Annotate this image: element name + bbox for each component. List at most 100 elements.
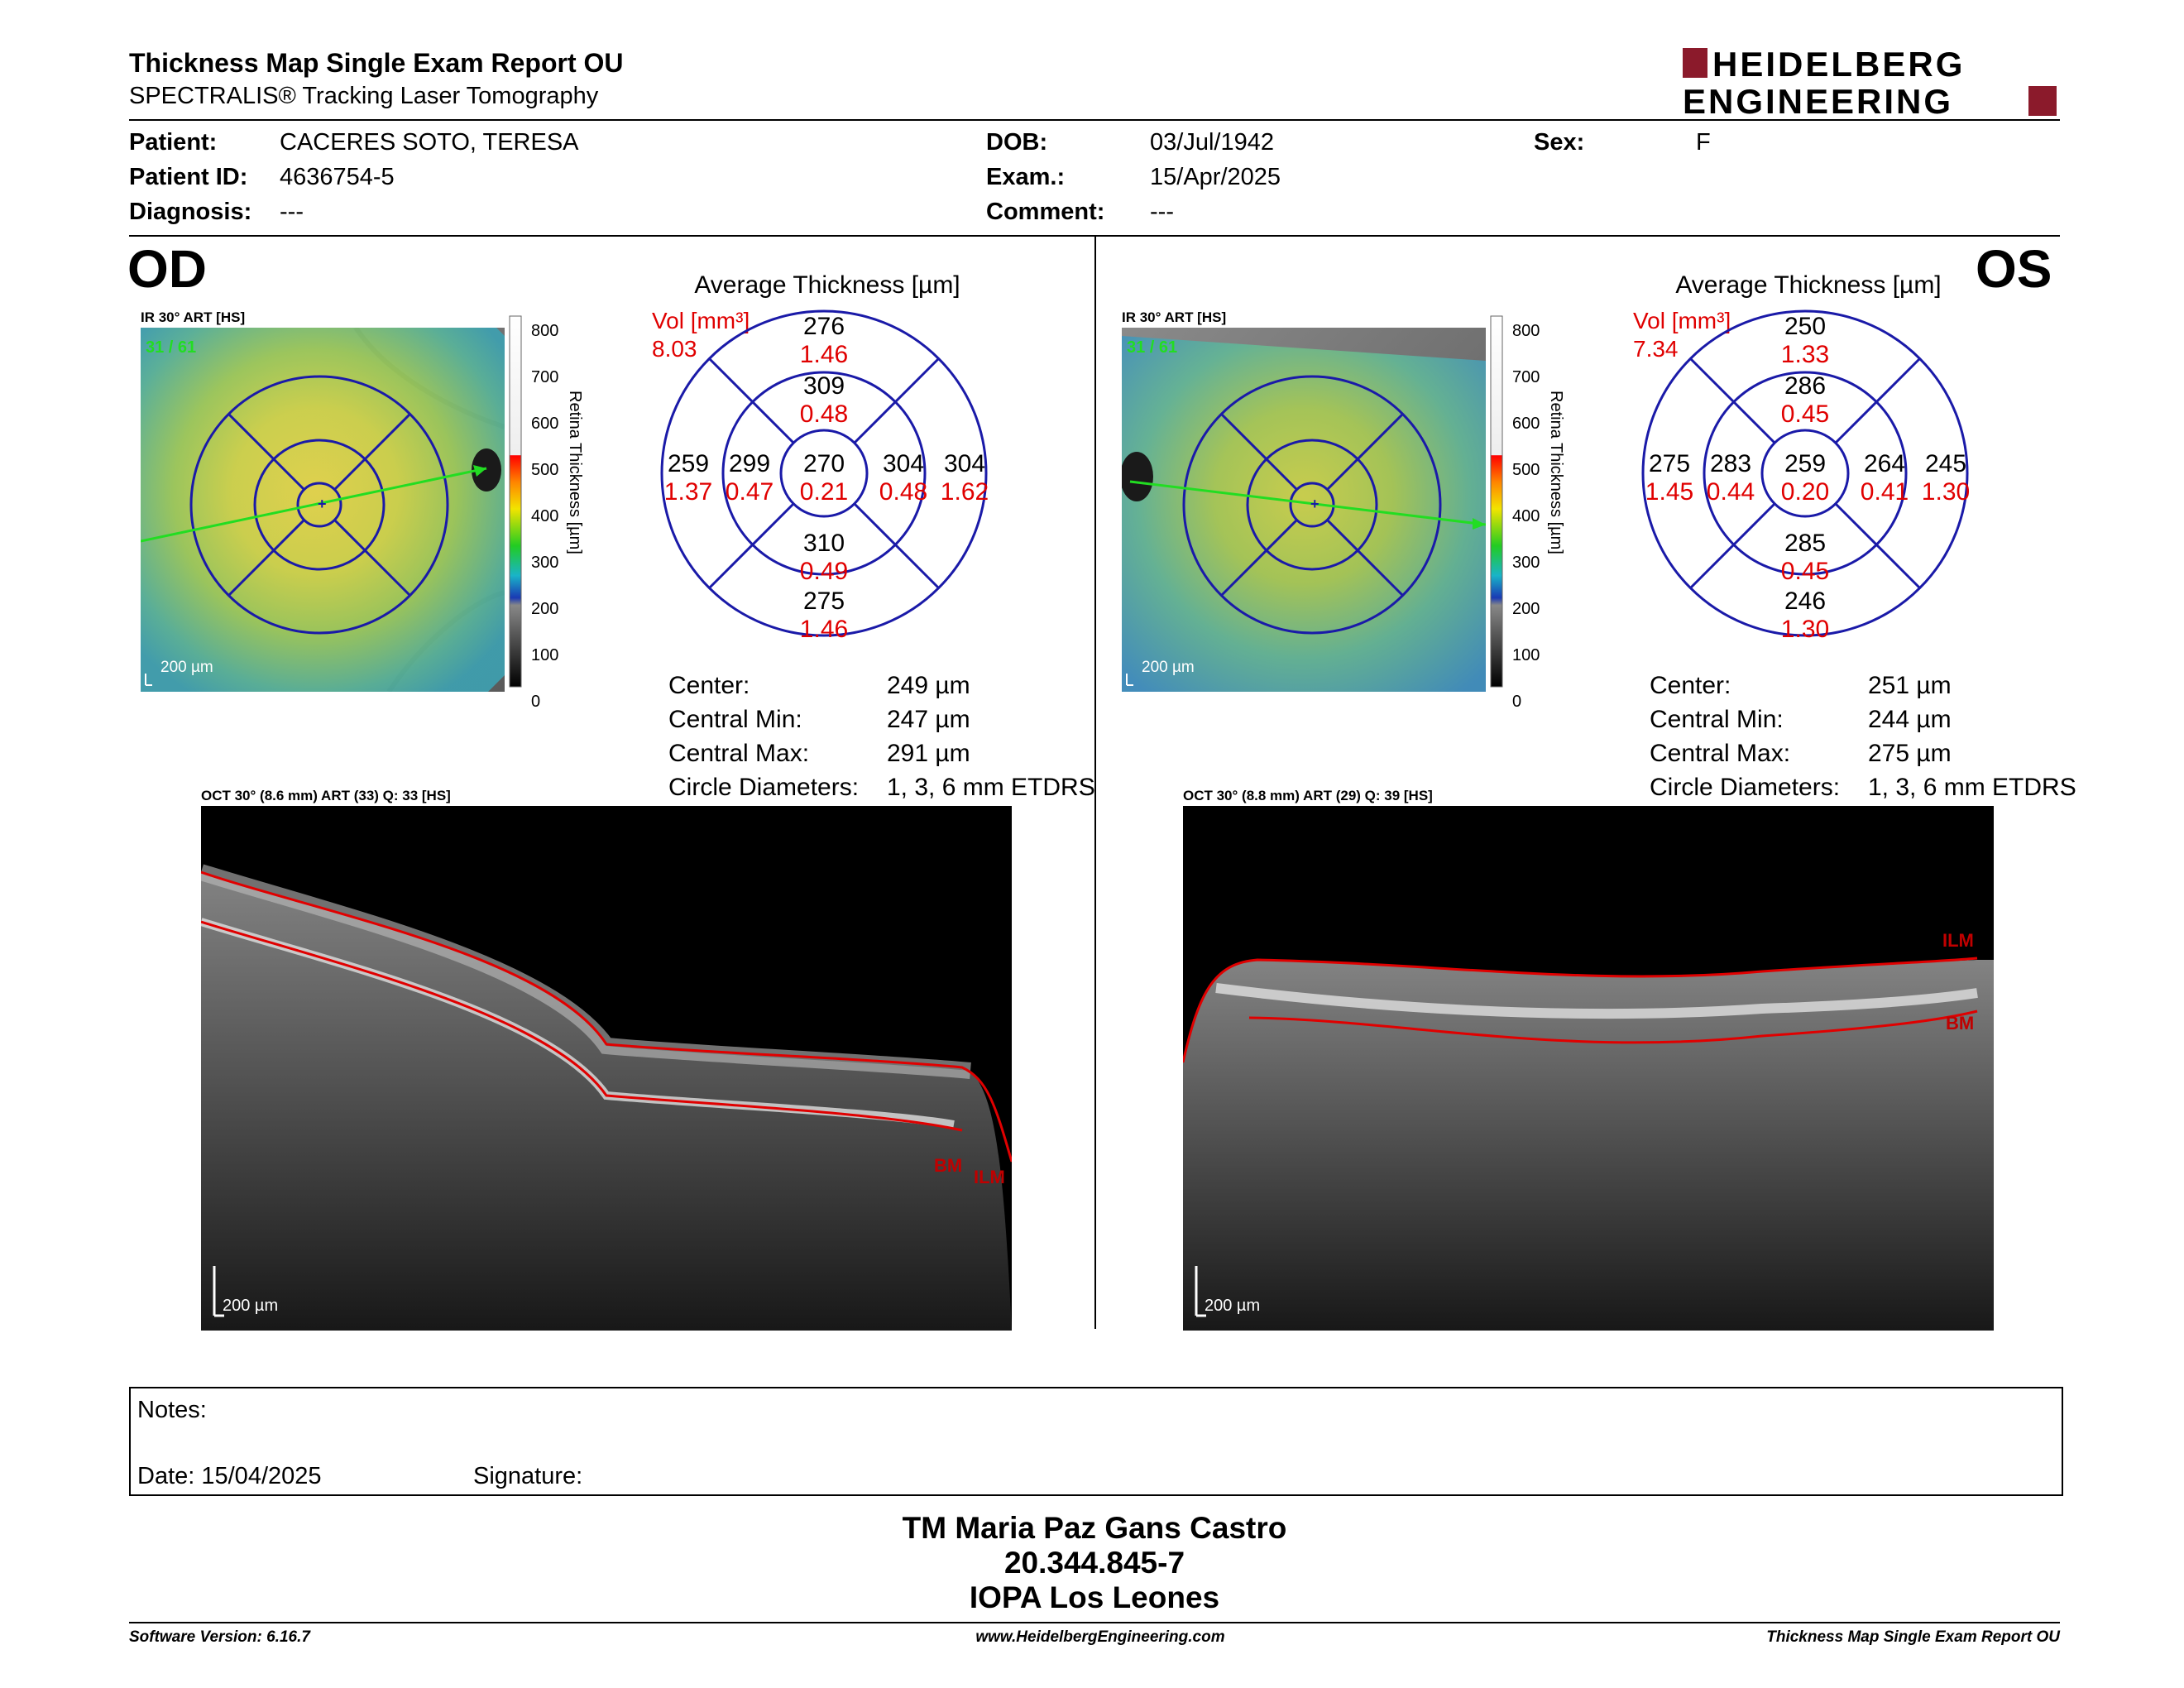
stat-label: Center: (668, 672, 750, 699)
svg-text:+: + (318, 496, 327, 512)
eye-divider (1094, 237, 1096, 1329)
os-stats-values: 251 µm 244 µm 275 µm 1, 3, 6 mm ETDRS (1868, 669, 2076, 804)
date-label: Date: 15/04/2025 (137, 1463, 322, 1489)
comment-value: --- (1150, 199, 1174, 225)
stat-label: Circle Diameters: (1650, 774, 1841, 801)
sex-label: Sex: (1534, 129, 1585, 156)
cbar-tick: 300 (531, 554, 559, 572)
od-stats-values: 249 µm 247 µm 291 µm 1, 3, 6 mm ETDRS (887, 669, 1095, 804)
stat-label: Central Min: (668, 706, 802, 733)
diagnosis-label: Diagnosis: (129, 199, 252, 225)
os-colorbar-ticks: 800 700 600 500 400 300 200 100 0 (1512, 308, 1540, 725)
os-scale-bar: 200 µm (1142, 659, 1195, 676)
od-vol-label: Vol [mm³] (652, 308, 750, 333)
footer-divider (129, 1622, 2060, 1623)
signer-name: TM Maria Paz Gans Castro (902, 1511, 1287, 1545)
comment-label: Comment: (986, 199, 1105, 225)
cbar-tick: 700 (1512, 368, 1540, 386)
stat-value: 291 µm (887, 740, 970, 767)
od-ir-label: IR 30° ART [HS] (141, 309, 246, 325)
od-eye-label: OD (127, 239, 207, 299)
od-etdrs-grid (659, 308, 989, 639)
exam-value: 15/Apr/2025 (1150, 164, 1281, 190)
cbar-tick: 300 (1512, 554, 1540, 572)
cbar-tick: 200 (531, 600, 559, 618)
cbar-tick: 200 (1512, 600, 1540, 618)
os-oct-scale: 200 µm (1205, 1297, 1260, 1315)
cbar-tick: 700 (531, 368, 559, 386)
cbar-tick: 800 (1512, 322, 1540, 340)
logo-line2: ENGINEERING (1683, 82, 1953, 119)
os-avg-title: Average Thickness [µm] (1675, 271, 1942, 299)
patient-id-value: 4636754-5 (280, 164, 395, 190)
logo-line1: HEIDELBERG (1712, 45, 1965, 84)
cbar-tick: 500 (1512, 461, 1540, 479)
os-inner-left: 283 0.44 (1706, 450, 1755, 506)
cbar-tick: 600 (1512, 415, 1540, 433)
od-center: 270 0.21 (799, 450, 849, 506)
os-colorbar-label: Retina Thickness [µm] (1547, 391, 1565, 554)
stat-value: 1, 3, 6 mm ETDRS (1868, 774, 2076, 801)
cbar-tick: 0 (531, 693, 541, 711)
logo-square-bottom (2028, 86, 2057, 116)
od-avg-title: Average Thickness [µm] (694, 271, 960, 299)
notes-box[interactable]: Notes: Date: 15/04/2025 Signature: (129, 1387, 2063, 1496)
os-etdrs-grid (1640, 308, 1971, 639)
od-scale-bar: 200 µm (160, 659, 213, 676)
cbar-tick: 100 (531, 646, 559, 664)
cbar-tick: 400 (1512, 507, 1540, 525)
sex-value: F (1696, 129, 1711, 156)
stat-value: 244 µm (1868, 706, 1952, 733)
od-oct-label: OCT 30° (8.6 mm) ART (33) Q: 33 [HS] (201, 788, 451, 803)
od-outer-top: 276 1.46 (799, 313, 849, 368)
signer-id: 20.344.845-7 (1003, 1546, 1185, 1580)
cbar-tick: 100 (1512, 646, 1540, 664)
cbar-tick: 0 (1512, 693, 1522, 711)
cbar-tick: 500 (531, 461, 559, 479)
od-vol-value: 8.03 (652, 336, 697, 362)
od-outer-bottom: 275 1.46 (799, 587, 849, 643)
stat-value: 275 µm (1868, 740, 1952, 767)
od-inner-right: 304 0.48 (879, 450, 928, 506)
logo-square-top (1683, 48, 1707, 78)
stat-label: Circle Diameters: (668, 774, 860, 801)
os-outer-right: 245 1.30 (1921, 450, 1971, 506)
notes-label: Notes: (137, 1397, 207, 1423)
od-colorbar: 800 700 600 500 400 300 200 100 0 Retina… (508, 308, 591, 711)
patient-divider (129, 235, 2060, 237)
signer-org: IOPA Los Leones (969, 1580, 1220, 1614)
od-oct-bscan: BM ILM 200 µm (201, 806, 1012, 1331)
stat-value: 1, 3, 6 mm ETDRS (887, 774, 1095, 801)
od-inner-bottom: 310 0.49 (799, 530, 849, 585)
dob-label: DOB: (986, 129, 1048, 156)
os-oct-label: OCT 30° (8.8 mm) ART (29) Q: 39 [HS] (1183, 788, 1433, 803)
dob-value: 03/Jul/1942 (1150, 129, 1274, 156)
od-bm-label: BM (934, 1155, 962, 1176)
os-bm-label: BM (1946, 1013, 1974, 1033)
signature-label: Signature: (473, 1463, 583, 1489)
stat-label: Center: (1650, 672, 1731, 699)
od-colorbar-ticks: 800 700 600 500 400 300 200 100 0 (531, 308, 558, 725)
od-outer-right: 304 1.62 (940, 450, 989, 506)
stat-label: Central Max: (1650, 740, 1791, 767)
cbar-tick: 600 (531, 415, 559, 433)
od-inner-left: 299 0.47 (725, 450, 774, 506)
os-stats-labels: Center: Central Min: Central Max: Circle… (1650, 669, 1840, 804)
heidelberg-logo: HEIDELBERG ENGINEERING (1679, 45, 2060, 121)
report-title: Thickness Map Single Exam Report OU (129, 48, 624, 78)
os-center: 259 0.20 (1780, 450, 1830, 506)
od-oct-scale: 200 µm (223, 1297, 278, 1315)
stat-label: Central Min: (1650, 706, 1784, 733)
stat-value: 247 µm (887, 706, 970, 733)
exam-label: Exam.: (986, 164, 1066, 190)
os-thickness-map: + 31 / 61 200 µm (1122, 328, 1486, 692)
os-counter: 31 / 61 (1127, 338, 1177, 357)
os-outer-left: 275 1.45 (1645, 450, 1694, 506)
stat-value: 251 µm (1868, 672, 1952, 699)
svg-text:+: + (1310, 496, 1320, 512)
os-oct-bscan: ILM BM 200 µm (1183, 806, 1994, 1331)
software-version: Software Version: 6.16.7 (129, 1628, 310, 1646)
patient-value: CACERES SOTO, TERESA (280, 129, 579, 156)
report-subtitle: SPECTRALIS® Tracking Laser Tomography (129, 83, 599, 109)
website-link[interactable]: www.HeidelbergEngineering.com (975, 1628, 1225, 1646)
